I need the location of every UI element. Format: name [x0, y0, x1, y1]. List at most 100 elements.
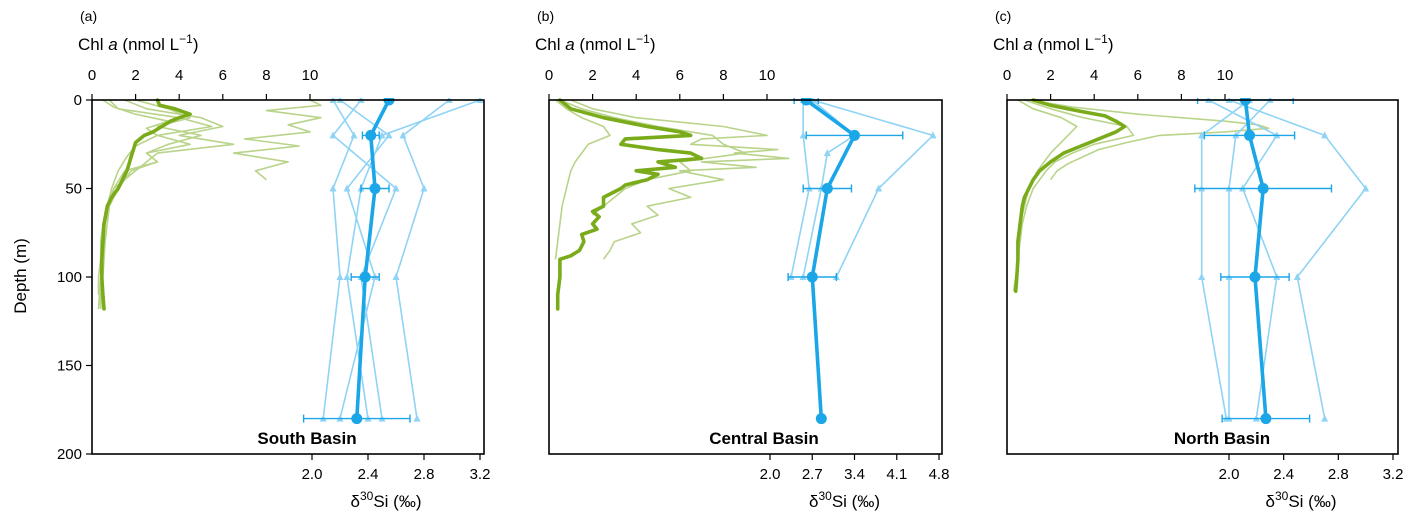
si-profile-point — [799, 131, 807, 139]
si-profile-line — [331, 99, 397, 419]
chl-tick-label: 4 — [1090, 67, 1098, 84]
si-profile-line — [395, 99, 450, 419]
si-mean-point — [1249, 271, 1261, 283]
panel-label: (c) — [995, 8, 1011, 24]
panel-data — [554, 98, 937, 425]
panel-label: (a) — [80, 8, 97, 24]
chl-tick-label: 10 — [1217, 67, 1234, 84]
chl-tick-label: 8 — [719, 67, 727, 84]
panel-data — [1012, 98, 1370, 425]
si-axis-title: δ30Si (‰) — [351, 489, 422, 511]
y-tick-label: 0 — [74, 92, 82, 109]
chl-tick-label: 4 — [175, 67, 183, 84]
si-mean-point — [359, 271, 371, 283]
chl-tick-label: 8 — [262, 67, 270, 84]
chl-tick-label: 0 — [88, 67, 96, 84]
si-profile-point — [329, 131, 337, 139]
chl-axis-title-part: (nmol L — [575, 35, 636, 54]
si-profile-point — [392, 184, 400, 192]
chl-tick-label: 10 — [759, 67, 776, 84]
si-tick-label: 2.0 — [302, 466, 323, 483]
chl-profile-line — [554, 99, 611, 260]
si-tick-label: 2.0 — [1219, 466, 1240, 483]
si-tick-label: 3.2 — [1383, 466, 1404, 483]
chl-mean-line — [555, 98, 704, 311]
si-tick-label: 4.1 — [886, 466, 907, 483]
y-axis-ticks: 0 50 100 150 200 — [57, 92, 92, 463]
si-axis-title-part: δ — [351, 492, 360, 511]
si-mean-point — [815, 413, 827, 425]
si-axis-title-part: δ — [809, 492, 818, 511]
panel-3: (c) Chl a (nmol L−1) 0 2 4 6 8 10 2.0 2.4 2.8 3.2 δ3… — [993, 8, 1403, 511]
si-axis-title-sup: 30 — [360, 489, 374, 503]
si-profile-line — [812, 99, 935, 278]
chl-tick-label: 10 — [302, 67, 319, 84]
si-tick-label: 3.4 — [844, 466, 865, 483]
y-tick-label: 50 — [65, 181, 82, 198]
si-profile-point — [1321, 131, 1329, 139]
si-tick-label: 2.4 — [1273, 466, 1294, 483]
chl-axis-title-part: (nmol L — [118, 35, 179, 54]
si-profile-point — [399, 131, 407, 139]
si-mean-line — [1243, 99, 1268, 419]
si-profile-line — [790, 100, 811, 278]
si-mean-line — [805, 98, 857, 419]
chl-tick-label: 6 — [219, 67, 227, 84]
si-mean-point — [849, 129, 860, 141]
si-mean-point — [821, 183, 833, 194]
chl-axis-title-part: (nmol L — [1033, 35, 1094, 54]
chl-axis-title-italic: a — [108, 35, 117, 54]
chl-tick-label: 2 — [588, 67, 596, 84]
chl-tick-label: 6 — [1134, 67, 1142, 84]
si-axis-title-part: Si (‰) — [1288, 492, 1336, 511]
chl-mean-line — [100, 98, 192, 311]
chl-axis-title: Chl a (nmol L−1) — [78, 32, 198, 54]
si-mean-point — [1257, 183, 1269, 194]
chl-profile-line — [1012, 99, 1135, 292]
si-profile-point — [350, 131, 358, 139]
si-axis-title-part: Si (‰) — [832, 492, 880, 511]
chl-axis-title-italic: a — [1023, 35, 1032, 54]
chl-tick-label: 6 — [676, 67, 684, 84]
si-profile-point — [875, 184, 883, 192]
chl-axis-title-part: Chl — [535, 35, 565, 54]
y-tick-label: 100 — [57, 269, 82, 286]
panel-data — [97, 98, 484, 425]
si-tick-label: 2.4 — [358, 466, 379, 483]
chl-axis-title: Chl a (nmol L−1) — [993, 32, 1113, 54]
chl-profile-line — [1028, 99, 1270, 181]
chl-profile-line — [232, 99, 322, 181]
si-axis-title: δ30Si (‰) — [1266, 489, 1337, 511]
si-profile-point — [1321, 414, 1329, 422]
chl-tick-label: 8 — [1177, 67, 1185, 84]
chl-axis-title-sup: −1 — [1094, 32, 1108, 46]
panel-2: (b) Chl a (nmol L−1) 0 2 4 6 8 10 2.0 2.7 3.4 4.1 4.… — [535, 8, 949, 511]
chl-tick-label: 2 — [1046, 67, 1054, 84]
chl-axis-title-part: ) — [193, 35, 199, 54]
chl-tick-label: 2 — [131, 67, 139, 84]
si-profile-point — [378, 131, 386, 139]
si-axis-title-sup: 30 — [1275, 489, 1289, 503]
si-profile-point — [1198, 131, 1206, 139]
si-tick-label: 2.8 — [1328, 466, 1349, 483]
chl-tick-label: 0 — [1003, 67, 1011, 84]
chl-tick-label: 0 — [545, 67, 553, 84]
si-profile-point — [1293, 273, 1301, 280]
si-profile-line — [1200, 99, 1250, 419]
chl-axis-title-sup: −1 — [636, 32, 650, 46]
chl-axis-title-italic: a — [565, 35, 574, 54]
basin-label: North Basin — [1174, 429, 1270, 448]
chl-tick-label: 4 — [632, 67, 640, 84]
panel-1: (a) Chl a (nmol L−1) 0 2 4 6 8 10 2.0 2.4 2.8 3.2 δ3… — [78, 8, 490, 511]
basin-label: Central Basin — [709, 429, 819, 448]
chl-profile-line — [97, 99, 235, 310]
y-tick-label: 150 — [57, 358, 82, 375]
si-profile-point — [343, 273, 351, 280]
si-mean-point — [369, 183, 381, 194]
si-profile-point — [1198, 273, 1206, 280]
si-tick-label: 2.8 — [414, 466, 435, 483]
si-profile-line — [1228, 99, 1367, 419]
y-axis-title: Depth (m) — [11, 238, 30, 314]
chl-profile-line — [570, 99, 790, 260]
